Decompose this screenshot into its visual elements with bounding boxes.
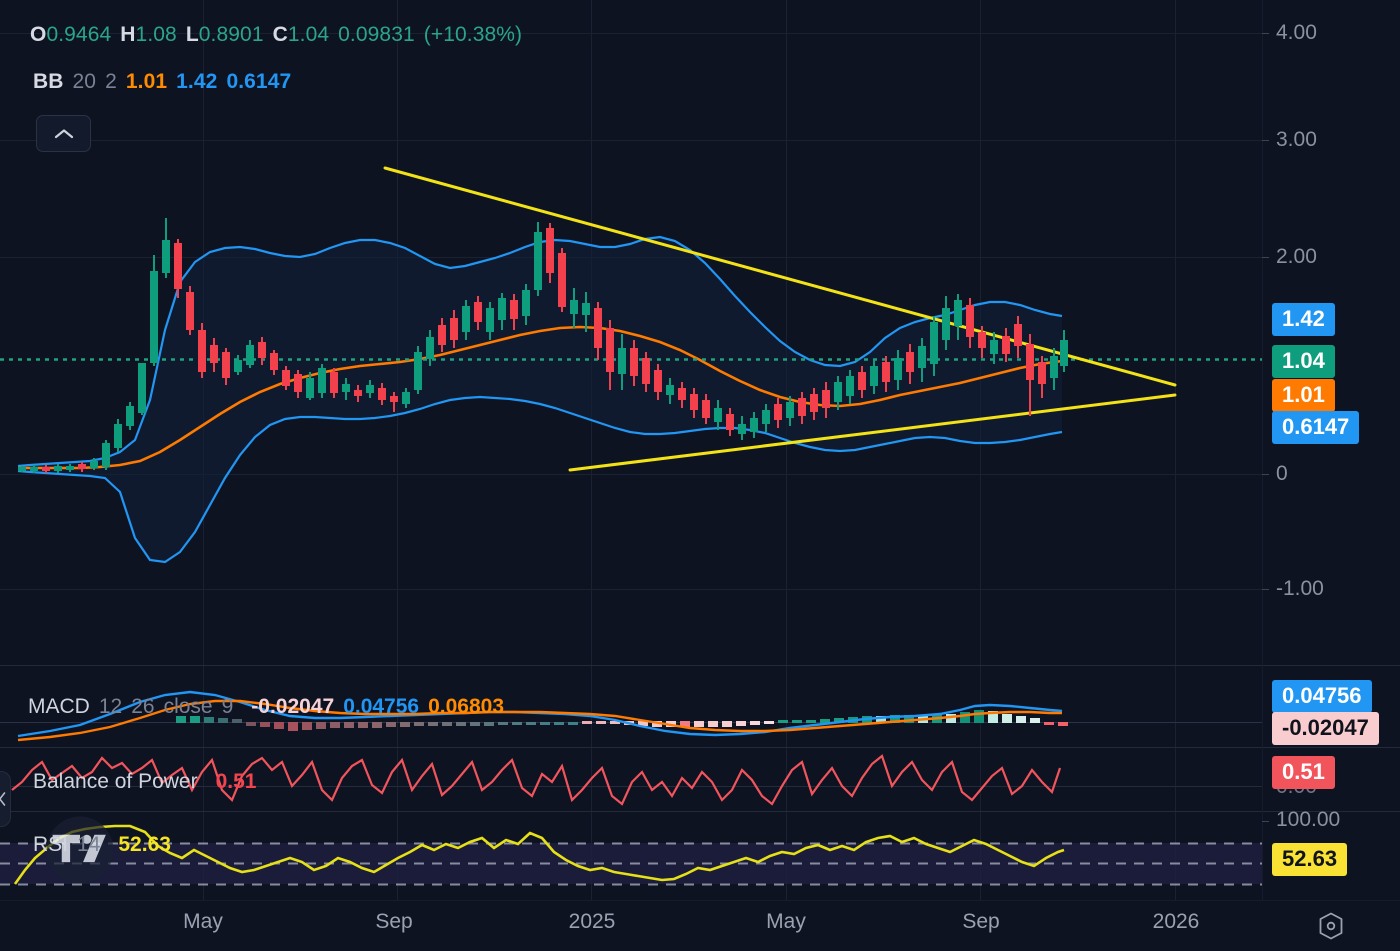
change-percent: (+10.38%): [423, 23, 523, 46]
macd-param-source: close: [163, 695, 213, 718]
bb-lower-value: 0.6147: [226, 70, 292, 93]
bb-upper-badge[interactable]: 1.42: [1272, 303, 1335, 336]
rsi-length: 14: [77, 833, 101, 856]
bb-length: 20: [72, 70, 97, 93]
change-absolute: 0.09831: [338, 23, 415, 46]
macd-param-signal: 9: [221, 695, 234, 718]
macd-hist-badge[interactable]: -0.02047: [1272, 712, 1379, 745]
high-label: H: [120, 23, 136, 46]
bollinger-bands-legend[interactable]: BB 20 2 1.01 1.42 0.6147: [33, 70, 291, 94]
rsi-pane-title[interactable]: RSI 14 52.63: [33, 833, 171, 857]
time-tick-sep-2024: Sep: [375, 910, 413, 933]
price-tick-2: 2.00: [1276, 245, 1317, 268]
bop-pane-title[interactable]: Balance of Power 0.51: [33, 770, 256, 794]
macd-name: MACD: [28, 695, 90, 718]
bop-value: 0.51: [215, 770, 257, 793]
low-value: 0.8901: [198, 23, 264, 46]
time-tick-2026: 2026: [1152, 910, 1200, 933]
price-axis[interactable]: 4.00 3.00 2.00 0 -1.00 1.42 1.04 1.01 0.…: [1262, 0, 1400, 951]
time-tick-2025: 2025: [568, 910, 616, 933]
rsi-value: 52.63: [118, 833, 171, 856]
close-value: 1.04: [287, 23, 330, 46]
macd-param-slow: 26: [131, 695, 155, 718]
last-price-badge[interactable]: 1.04: [1272, 345, 1335, 378]
bb-basis-badge[interactable]: 1.01: [1272, 379, 1335, 412]
collapse-pane-button[interactable]: [36, 115, 91, 152]
bb-basis-value: 1.01: [125, 70, 168, 93]
open-label: O: [30, 23, 47, 46]
time-axis-divider: [0, 900, 1400, 901]
left-drawer-handle[interactable]: [0, 771, 11, 827]
price-axis-divider: [1262, 0, 1263, 900]
price-tick-4: 4.00: [1276, 21, 1317, 44]
time-tick-may-2024: May: [183, 910, 223, 933]
bb-stddev: 2: [105, 70, 117, 93]
macd-line-badge[interactable]: 0.04756: [1272, 680, 1372, 713]
time-tick-may-2025: May: [766, 910, 806, 933]
ohlc-legend[interactable]: O0.9464 H1.08 L0.8901 C1.04 0.09831 (+10.38%): [30, 23, 522, 47]
bb-upper-value: 1.42: [176, 70, 218, 93]
price-tick-3: 3.00: [1276, 128, 1317, 151]
rsi-axis-max-label: 100.00: [1276, 808, 1341, 831]
high-value: 1.08: [135, 23, 177, 46]
price-tick-neg1: -1.00: [1276, 577, 1324, 600]
time-tick-sep-2025: Sep: [962, 910, 1000, 933]
bb-lower-badge[interactable]: 0.6147: [1272, 411, 1360, 444]
macd-line-value: 0.04756: [343, 695, 420, 718]
chart-settings-button[interactable]: [1318, 912, 1344, 945]
time-axis[interactable]: May Sep 2025 May Sep 2026: [0, 900, 1400, 951]
rsi-name: RSI: [33, 833, 69, 856]
rsi-value-badge[interactable]: 52.63: [1272, 843, 1348, 876]
macd-signal-value: 0.06803: [428, 695, 505, 718]
bop-name: Balance of Power: [33, 770, 198, 793]
settings-gear-icon: [1319, 912, 1343, 940]
open-value: 0.9464: [46, 23, 112, 46]
chevron-left-icon: [0, 792, 6, 806]
bop-value-badge[interactable]: 0.51: [1272, 756, 1335, 789]
price-tick-0: 0: [1276, 462, 1288, 485]
macd-hist-value: -0.02047: [251, 695, 335, 718]
macd-param-fast: 12: [98, 695, 123, 718]
close-label: C: [272, 23, 288, 46]
bb-name: BB: [33, 70, 64, 93]
low-label: L: [185, 23, 199, 46]
macd-pane-title[interactable]: MACD 12 26 close 9 -0.02047 0.04756 0.06803: [28, 695, 504, 719]
chevron-up-icon: [54, 128, 73, 138]
